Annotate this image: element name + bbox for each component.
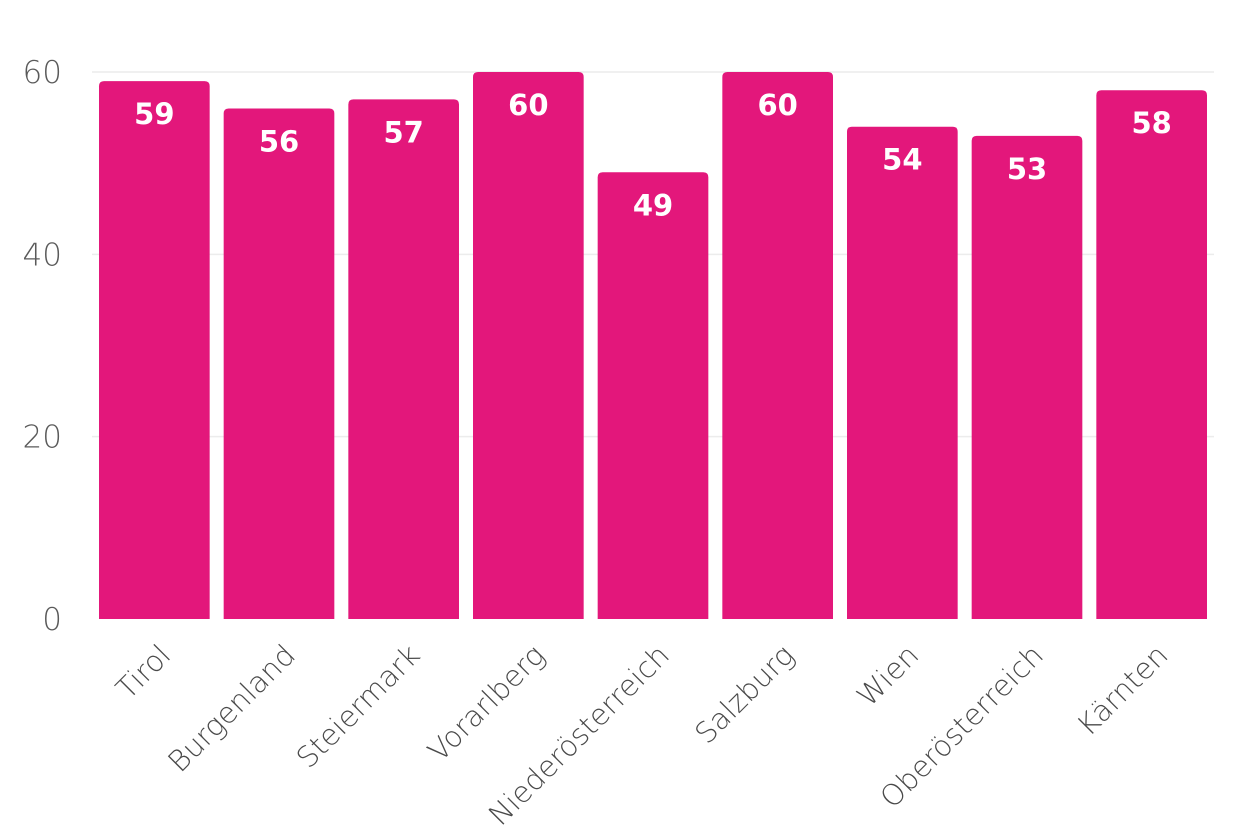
data-label: 49 (633, 188, 673, 222)
x-axis-tick-labels: TirolBurgenlandSteiermarkVorarlbergNiede… (109, 638, 1174, 832)
data-label: 57 (383, 115, 423, 149)
bar-kärnten (1096, 90, 1207, 619)
data-label: 59 (134, 97, 174, 131)
x-tick-label: Tirol (109, 638, 177, 706)
bar-oberösterreich (971, 135, 1083, 620)
bars (99, 72, 1207, 620)
data-labels: 59 56 57 60 49 60 54 53 58 (134, 88, 1172, 222)
bar-burgenland (223, 108, 335, 619)
bar-vorarlberg (473, 72, 584, 619)
data-label: 60 (757, 88, 797, 122)
bar-niederösterreich (597, 172, 709, 620)
y-axis-tick-labels: 0 20 40 60 (23, 55, 62, 638)
x-tick-label: Wien (850, 638, 925, 713)
y-tick-label: 0 (42, 602, 62, 638)
x-tick-label: Steiermark (290, 638, 427, 775)
y-tick-label: 40 (23, 237, 62, 273)
data-label: 53 (1007, 152, 1047, 186)
data-label: 58 (1131, 106, 1171, 140)
data-label: 56 (259, 124, 299, 158)
bar-steiermark (348, 99, 459, 620)
bar-wien (847, 126, 958, 619)
x-tick-label: Salzburg (688, 638, 800, 750)
data-label: 54 (882, 143, 922, 177)
bar-salzburg (722, 72, 833, 619)
x-tick-label: Vorarlberg (421, 638, 551, 768)
y-tick-label: 60 (23, 55, 62, 91)
y-tick-label: 20 (23, 420, 62, 456)
x-tick-label: Kärnten (1070, 638, 1174, 742)
bar-tirol (99, 81, 210, 619)
data-label: 60 (508, 88, 548, 122)
x-tick-label: Burgenland (161, 638, 302, 779)
